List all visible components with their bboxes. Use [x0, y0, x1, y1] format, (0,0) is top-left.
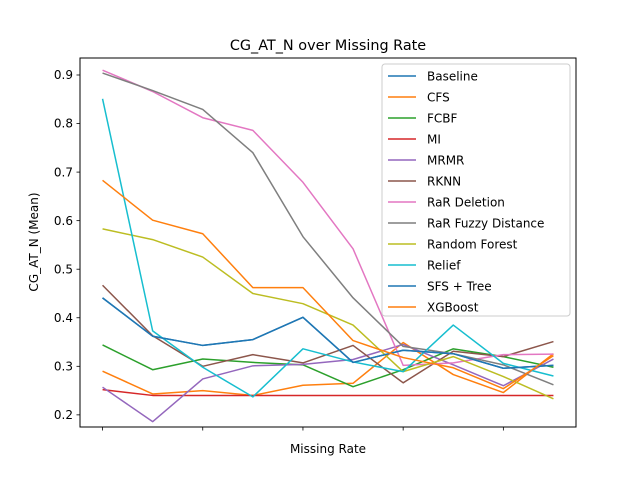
legend-label-baseline: Baseline [427, 69, 478, 83]
y-tick-label: 0.8 [54, 117, 73, 131]
series-line-rknn [102, 284, 554, 384]
legend: Baseline CFS FCBF MI MRMR RKNN RaR Deletion RaR… [381, 63, 571, 317]
legend-box [381, 63, 571, 317]
legend-label-mi: MI [427, 132, 441, 146]
legend-label-relief: Relief [427, 258, 461, 272]
series-line-xgboost [102, 179, 554, 390]
y-tick-label: 0.4 [54, 311, 73, 325]
series-lines [101, 69, 554, 423]
legend-label-rar-deletion: RaR Deletion [427, 195, 505, 209]
legend-label-xgboost: XGBoost [427, 300, 479, 314]
series-line-cfs [102, 341, 554, 397]
y-tick-label: 0.5 [54, 262, 73, 276]
y-tick-label: 0.9 [54, 68, 73, 82]
legend-label-random-forest: Random Forest [427, 237, 518, 251]
x-axis-label: Missing Rate [290, 442, 366, 456]
series-line-rar-fuzzy-distance [102, 72, 554, 386]
legend-label-sfs-tree: SFS + Tree [427, 279, 492, 293]
x-axis-ticks [102, 427, 504, 431]
chart-title: CG_AT_N over Missing Rate [230, 38, 426, 54]
y-axis-ticks: 0.2 0.3 0.4 0.5 0.6 0.7 0.8 0.9 [54, 68, 80, 422]
legend-label-cfs: CFS [427, 90, 450, 104]
legend-label-rar-fuzzy-distance: RaR Fuzzy Distance [427, 216, 544, 230]
series-line-sfs-tree [102, 297, 554, 369]
legend-label-mrmr: MRMR [427, 153, 464, 167]
legend-label-rknn: RKNN [427, 174, 461, 188]
y-tick-label: 0.6 [54, 214, 73, 228]
y-tick-label: 0.7 [54, 165, 73, 179]
series-line-fcbf [102, 344, 554, 388]
y-axis-label: CG_AT_N (Mean) [27, 192, 41, 291]
y-tick-label: 0.3 [54, 360, 73, 374]
plot-frame [79, 57, 577, 428]
series-line-mi [102, 388, 554, 397]
series-line-relief [101, 98, 554, 398]
y-tick-label: 0.2 [54, 408, 73, 422]
legend-label-fcbf: FCBF [427, 111, 458, 125]
series-line-mrmr [102, 343, 554, 423]
